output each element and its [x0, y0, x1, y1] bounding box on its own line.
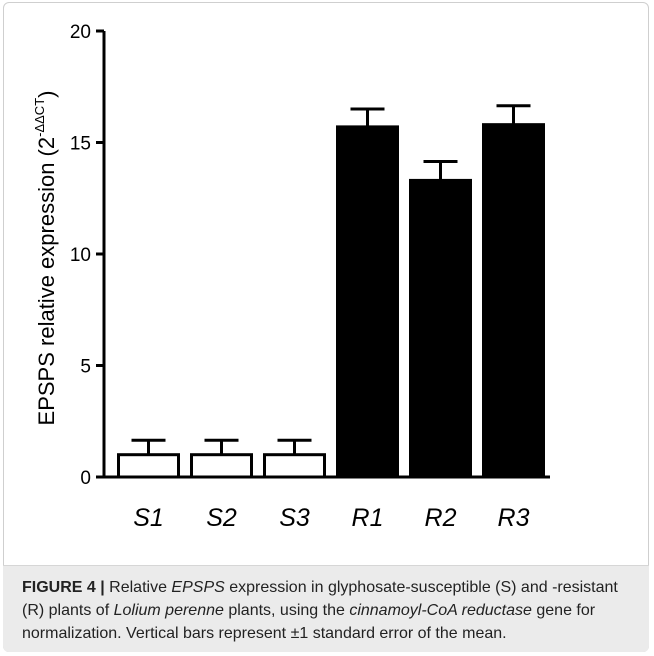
caption-label: FIGURE 4 |	[22, 579, 105, 596]
x-tick-label-s3: S3	[279, 504, 310, 532]
x-tick-label-s2: S2	[206, 504, 237, 532]
y-tick-label-5: 5	[80, 357, 91, 378]
y-tick-label-20: 20	[70, 22, 91, 43]
x-tick-label-r1: R1	[352, 504, 384, 532]
bar-r1	[336, 125, 399, 479]
x-tick-label-r3: R3	[498, 504, 530, 532]
y-axis-label-close: )	[34, 91, 59, 98]
y-tick-label-0: 0	[80, 468, 91, 489]
bar-s2	[190, 453, 253, 479]
bar-s1	[117, 453, 180, 479]
bar-r3	[482, 123, 545, 479]
axes-layer: S1 S2 S3 R1 R2 R3 0 5 10 15 20	[70, 22, 550, 532]
x-tick-label-s1: S1	[133, 504, 164, 532]
x-tick-label-r2: R2	[425, 504, 457, 532]
y-axis-label: EPSPS relative expression (2-ΔΔCT)	[32, 91, 59, 426]
y-axis-label-exponent: -ΔΔCT	[32, 98, 47, 137]
bar-r2	[409, 178, 472, 479]
y-tick-label-15: 15	[70, 134, 91, 155]
figure-caption: FIGURE 4 | Relative EPSPS expression in …	[22, 579, 618, 642]
bar-chart: S1 S2 S3 R1 R2 R3 0 5 10 15 20 EPSPS relative expr…	[32, 22, 550, 532]
y-tick-label-10: 10	[70, 245, 91, 266]
y-axis-label-main: EPSPS relative expression (2	[34, 137, 59, 426]
bars-layer	[117, 104, 545, 479]
bar-s3	[263, 453, 326, 479]
caption-box	[3, 565, 649, 652]
